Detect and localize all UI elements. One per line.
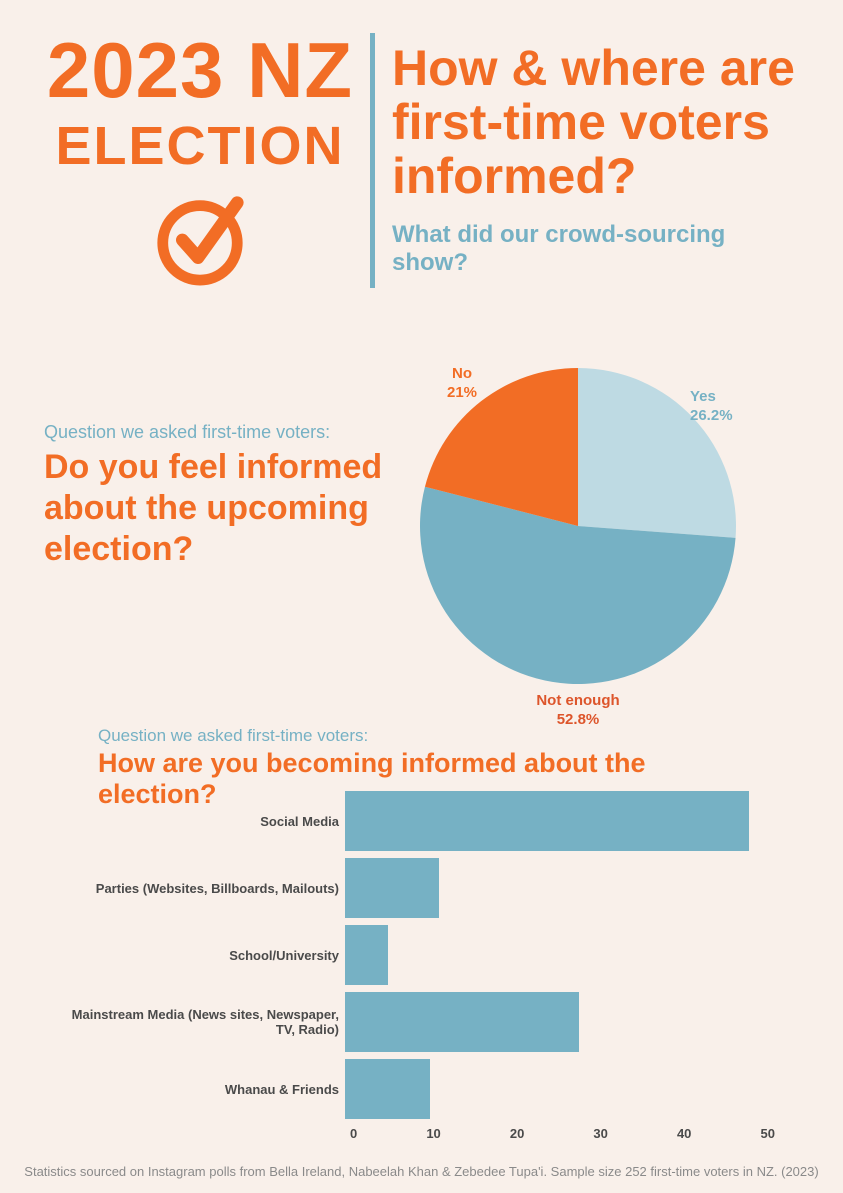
bar-tick: 40 xyxy=(677,1126,691,1141)
bar-tick: 50 xyxy=(761,1126,775,1141)
checkmark-icon xyxy=(45,189,355,287)
bar-label: Mainstream Media (News sites, Newspaper,… xyxy=(55,1007,345,1037)
pie-label-no-name: No xyxy=(452,365,472,382)
bar-row: Mainstream Media (News sites, Newspaper,… xyxy=(55,992,579,1052)
bar-chart: 0 10 20 30 40 50 Social Media Parties (Website… xyxy=(55,791,775,1151)
subtitle-block: How & where are first-time voters inform… xyxy=(392,41,797,277)
bar-tick: 10 xyxy=(426,1126,440,1141)
title-election: ELECTION xyxy=(45,115,355,177)
subtitle-main: How & where are first-time voters inform… xyxy=(392,41,797,203)
pie-label-yes-val: 26.2% xyxy=(690,407,733,424)
bar-label: Parties (Websites, Billboards, Mailouts) xyxy=(55,881,345,896)
header-divider xyxy=(370,33,375,288)
footer-source: Statistics sourced on Instagram polls fr… xyxy=(0,1164,843,1179)
bar-row: Social Media xyxy=(55,791,749,851)
title-block: 2023 NZ ELECTION xyxy=(45,33,355,287)
bar-rect xyxy=(345,858,439,918)
question-1-lead: Question we asked first-time voters: xyxy=(44,422,404,443)
bar-rect xyxy=(345,791,749,851)
pie-label-yes-name: Yes xyxy=(690,388,716,405)
pie-label-yes: Yes 26.2% xyxy=(690,388,745,426)
bar-row: Whanau & Friends xyxy=(55,1059,430,1119)
title-year: 2023 NZ xyxy=(45,33,355,107)
bar-rect xyxy=(345,1059,430,1119)
question-1-block: Question we asked first-time voters: Do … xyxy=(44,422,404,569)
bar-label: School/University xyxy=(55,948,345,963)
pie-label-ne-name: Not enough xyxy=(536,692,619,709)
bar-label: Social Media xyxy=(55,814,345,829)
bar-tick: 30 xyxy=(593,1126,607,1141)
bar-row: School/University xyxy=(55,925,388,985)
pie-label-no: No 21% xyxy=(432,365,492,403)
header: 2023 NZ ELECTION How & where are first-t… xyxy=(45,33,798,288)
subtitle-secondary: What did our crowd-sourcing show? xyxy=(392,221,797,277)
bar-label: Whanau & Friends xyxy=(55,1082,345,1097)
bar-row: Parties (Websites, Billboards, Mailouts) xyxy=(55,858,439,918)
pie-label-no-val: 21% xyxy=(447,384,477,401)
bar-rect xyxy=(345,925,388,985)
bar-rect xyxy=(345,992,579,1052)
bar-x-axis: 0 10 20 30 40 50 xyxy=(350,1126,775,1141)
question-2-lead: Question we asked first-time voters: xyxy=(98,726,758,746)
bar-tick: 0 xyxy=(350,1126,357,1141)
question-1-main: Do you feel informed about the upcoming … xyxy=(44,447,404,569)
bar-tick: 20 xyxy=(510,1126,524,1141)
pie-label-notenough: Not enough 52.8% xyxy=(478,692,678,730)
pie-chart xyxy=(420,368,736,684)
